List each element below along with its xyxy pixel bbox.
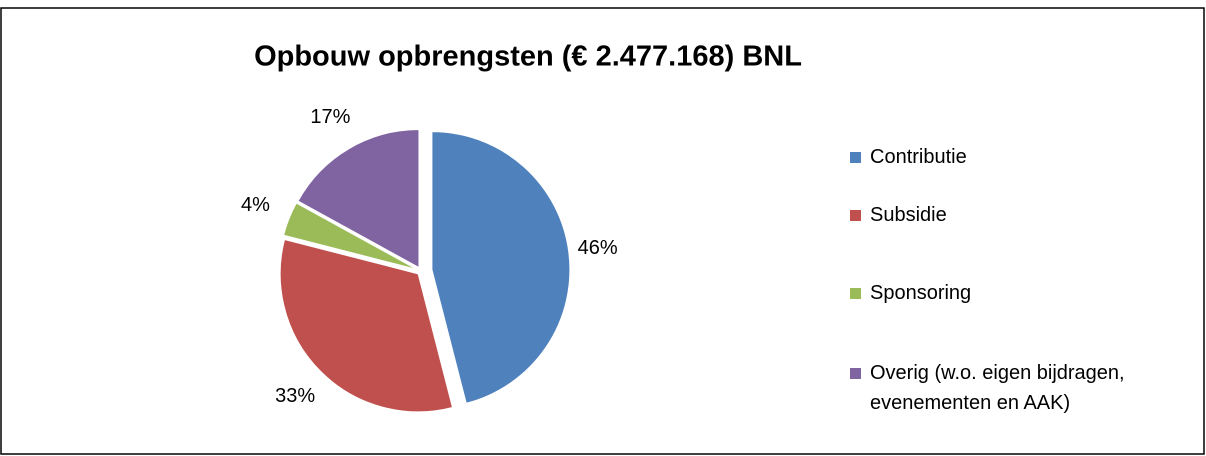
legend-label: Subsidie [870, 204, 947, 226]
legend-swatch [850, 288, 861, 299]
legend-label: Sponsoring [870, 282, 972, 304]
pie-slice [431, 131, 571, 404]
legend-item: Overig (w.o. eigen bijdragen, evenemente… [850, 358, 1190, 418]
legend-item: Subsidie [850, 200, 1190, 230]
legend-swatch [850, 152, 861, 163]
data-label: 33% [275, 385, 315, 407]
legend-swatch [850, 210, 861, 221]
legend-item: Contributie [850, 142, 1190, 172]
data-label: 4% [241, 194, 270, 216]
legend-label: Contributie [870, 146, 967, 168]
data-label: 46% [578, 237, 618, 259]
pie-slice [297, 129, 420, 269]
legend: Contributie Subsidie Sponsoring Overig (w.o… [850, 142, 1190, 418]
legend-label: Overig (w.o. eigen bijdragen, evenemente… [870, 362, 1125, 414]
data-label: 17% [310, 106, 350, 128]
legend-item: Sponsoring [850, 278, 1190, 308]
legend-swatch [850, 368, 861, 379]
chart-title: Opbouw opbrengsten (€ 2.477.168) BNL [254, 41, 802, 73]
pie-slice [283, 202, 418, 271]
chart-frame [0, 7, 1205, 455]
pie-slice [279, 238, 454, 413]
